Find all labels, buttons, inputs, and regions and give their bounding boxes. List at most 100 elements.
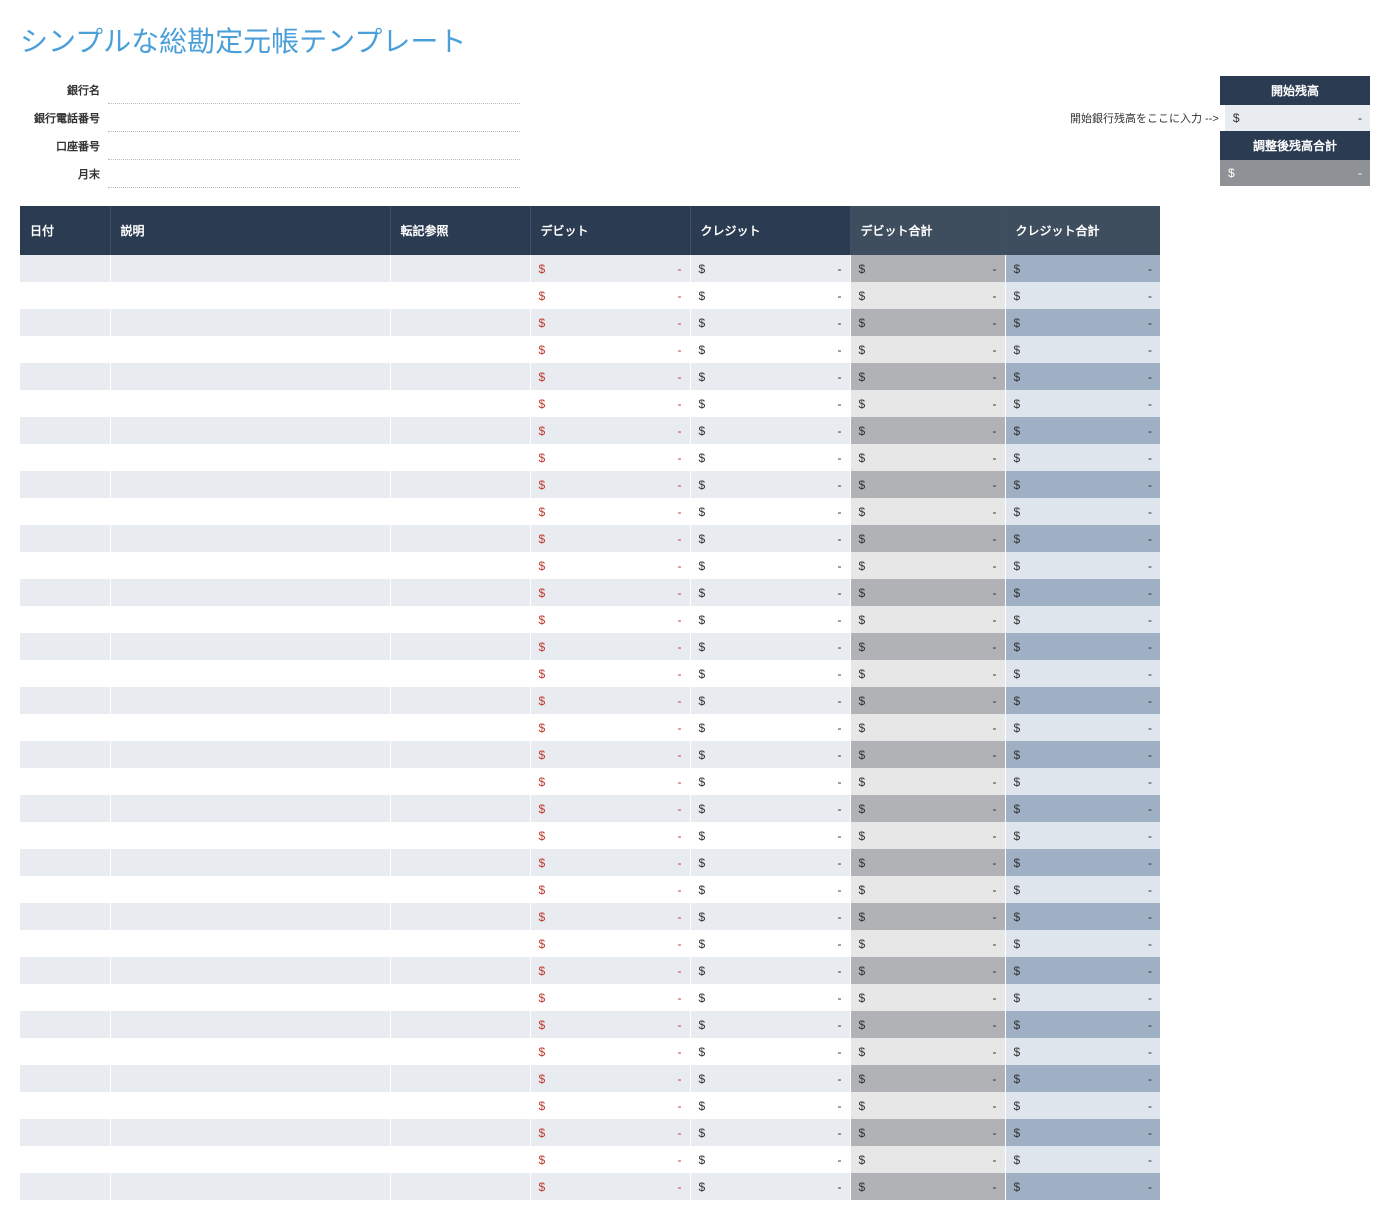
cell-ref[interactable]: [390, 984, 530, 1011]
cell-credit[interactable]: $-: [690, 741, 850, 768]
cell-credit[interactable]: $-: [690, 633, 850, 660]
cell-date[interactable]: [20, 363, 110, 390]
cell-ref[interactable]: [390, 768, 530, 795]
cell-debit[interactable]: $-: [530, 1119, 690, 1146]
cell-ref[interactable]: [390, 876, 530, 903]
cell-desc[interactable]: [110, 525, 390, 552]
cell-debit[interactable]: $-: [530, 390, 690, 417]
cell-credit[interactable]: $-: [690, 552, 850, 579]
cell-date[interactable]: [20, 417, 110, 444]
cell-credit[interactable]: $-: [690, 768, 850, 795]
cell-ref[interactable]: [390, 1173, 530, 1200]
cell-date[interactable]: [20, 822, 110, 849]
cell-credit[interactable]: $-: [690, 795, 850, 822]
cell-debit[interactable]: $-: [530, 984, 690, 1011]
cell-debit[interactable]: $-: [530, 606, 690, 633]
cell-credit[interactable]: $-: [690, 1065, 850, 1092]
cell-ref[interactable]: [390, 849, 530, 876]
cell-debit[interactable]: $-: [530, 849, 690, 876]
cell-ref[interactable]: [390, 1038, 530, 1065]
cell-date[interactable]: [20, 390, 110, 417]
cell-date[interactable]: [20, 903, 110, 930]
cell-ref[interactable]: [390, 390, 530, 417]
cell-date[interactable]: [20, 498, 110, 525]
cell-ref[interactable]: [390, 606, 530, 633]
cell-desc[interactable]: [110, 876, 390, 903]
cell-ref[interactable]: [390, 363, 530, 390]
cell-date[interactable]: [20, 525, 110, 552]
cell-desc[interactable]: [110, 930, 390, 957]
cell-ref[interactable]: [390, 660, 530, 687]
cell-credit[interactable]: $-: [690, 660, 850, 687]
cell-debit[interactable]: $-: [530, 309, 690, 336]
cell-debit[interactable]: $-: [530, 903, 690, 930]
cell-debit[interactable]: $-: [530, 525, 690, 552]
cell-debit[interactable]: $-: [530, 1038, 690, 1065]
cell-ref[interactable]: [390, 336, 530, 363]
cell-debit[interactable]: $-: [530, 876, 690, 903]
cell-debit[interactable]: $-: [530, 552, 690, 579]
cell-desc[interactable]: [110, 714, 390, 741]
cell-ref[interactable]: [390, 552, 530, 579]
cell-desc[interactable]: [110, 255, 390, 282]
cell-date[interactable]: [20, 471, 110, 498]
cell-credit[interactable]: $-: [690, 1038, 850, 1065]
cell-debit[interactable]: $-: [530, 336, 690, 363]
cell-desc[interactable]: [110, 903, 390, 930]
cell-debit[interactable]: $-: [530, 471, 690, 498]
cell-credit[interactable]: $-: [690, 390, 850, 417]
cell-date[interactable]: [20, 1065, 110, 1092]
cell-desc[interactable]: [110, 363, 390, 390]
cell-date[interactable]: [20, 930, 110, 957]
starting-balance-value[interactable]: $ -: [1225, 105, 1370, 131]
cell-credit[interactable]: $-: [690, 525, 850, 552]
cell-date[interactable]: [20, 552, 110, 579]
cell-desc[interactable]: [110, 282, 390, 309]
cell-date[interactable]: [20, 1038, 110, 1065]
cell-date[interactable]: [20, 1119, 110, 1146]
cell-date[interactable]: [20, 255, 110, 282]
cell-desc[interactable]: [110, 687, 390, 714]
cell-desc[interactable]: [110, 417, 390, 444]
cell-desc[interactable]: [110, 1065, 390, 1092]
cell-date[interactable]: [20, 714, 110, 741]
cell-desc[interactable]: [110, 849, 390, 876]
cell-desc[interactable]: [110, 1092, 390, 1119]
cell-desc[interactable]: [110, 768, 390, 795]
cell-ref[interactable]: [390, 471, 530, 498]
cell-ref[interactable]: [390, 903, 530, 930]
cell-debit[interactable]: $-: [530, 1092, 690, 1119]
cell-date[interactable]: [20, 309, 110, 336]
cell-date[interactable]: [20, 876, 110, 903]
input-bank-phone[interactable]: [108, 104, 520, 132]
cell-ref[interactable]: [390, 309, 530, 336]
cell-date[interactable]: [20, 984, 110, 1011]
cell-credit[interactable]: $-: [690, 255, 850, 282]
cell-ref[interactable]: [390, 1092, 530, 1119]
cell-desc[interactable]: [110, 822, 390, 849]
cell-ref[interactable]: [390, 633, 530, 660]
cell-desc[interactable]: [110, 444, 390, 471]
cell-debit[interactable]: $-: [530, 741, 690, 768]
cell-date[interactable]: [20, 957, 110, 984]
cell-date[interactable]: [20, 1146, 110, 1173]
cell-ref[interactable]: [390, 822, 530, 849]
cell-credit[interactable]: $-: [690, 1011, 850, 1038]
cell-credit[interactable]: $-: [690, 282, 850, 309]
cell-ref[interactable]: [390, 930, 530, 957]
cell-credit[interactable]: $-: [690, 471, 850, 498]
cell-ref[interactable]: [390, 795, 530, 822]
input-month-end[interactable]: [108, 160, 520, 188]
cell-date[interactable]: [20, 579, 110, 606]
cell-debit[interactable]: $-: [530, 282, 690, 309]
cell-desc[interactable]: [110, 606, 390, 633]
cell-ref[interactable]: [390, 1146, 530, 1173]
cell-ref[interactable]: [390, 444, 530, 471]
cell-debit[interactable]: $-: [530, 795, 690, 822]
cell-ref[interactable]: [390, 687, 530, 714]
cell-credit[interactable]: $-: [690, 957, 850, 984]
cell-desc[interactable]: [110, 957, 390, 984]
cell-credit[interactable]: $-: [690, 1173, 850, 1200]
cell-debit[interactable]: $-: [530, 957, 690, 984]
cell-debit[interactable]: $-: [530, 363, 690, 390]
